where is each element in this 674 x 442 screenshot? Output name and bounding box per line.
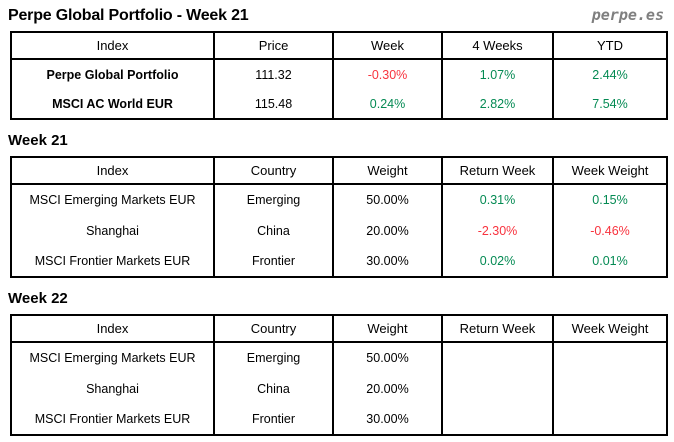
column-header-country: Country bbox=[213, 157, 334, 185]
table-row: MSCI Frontier Markets EUR Frontier 30.00… bbox=[10, 404, 668, 435]
index-cell: MSCI Frontier Markets EUR bbox=[10, 404, 215, 435]
week-weight-cell: 0.01% bbox=[552, 246, 668, 277]
column-header-index: Index bbox=[10, 32, 215, 60]
table-row: Shanghai China 20.00% -2.30% -0.46% bbox=[10, 215, 668, 246]
index-cell: MSCI Emerging Markets EUR bbox=[10, 342, 215, 373]
price-cell: 115.48 bbox=[213, 89, 334, 119]
table-row: MSCI Emerging Markets EUR Emerging 50.00… bbox=[10, 184, 668, 215]
price-cell: 111.32 bbox=[213, 59, 334, 89]
weight-cell: 20.00% bbox=[332, 373, 443, 404]
return-week-cell bbox=[441, 373, 554, 404]
column-header-week-weight: Week Weight bbox=[552, 315, 668, 343]
column-header-weight: Weight bbox=[332, 157, 443, 185]
ytd-cell: 2.44% bbox=[552, 59, 668, 89]
column-header-ytd: YTD bbox=[552, 32, 668, 60]
week-weight-cell bbox=[552, 342, 668, 373]
column-header-return-week: Return Week bbox=[441, 157, 554, 185]
country-cell: China bbox=[213, 215, 334, 246]
section-title-week-22: Week 22 bbox=[8, 290, 68, 307]
four-weeks-cell: 2.82% bbox=[441, 89, 554, 119]
weight-cell: 50.00% bbox=[332, 342, 443, 373]
column-header-price: Price bbox=[213, 32, 334, 60]
four-weeks-cell: 1.07% bbox=[441, 59, 554, 89]
weight-cell: 20.00% bbox=[332, 215, 443, 246]
return-week-cell bbox=[441, 404, 554, 435]
report-header: Perpe Global Portfolio - Week 21 perpe.e… bbox=[8, 6, 664, 25]
return-week-cell: 0.31% bbox=[441, 184, 554, 215]
table-header-row: Index Country Weight Return Week Week We… bbox=[10, 315, 668, 343]
table-header-row: Index Price Week 4 Weeks YTD bbox=[10, 32, 668, 60]
country-cell: Frontier bbox=[213, 404, 334, 435]
page-title: Perpe Global Portfolio - Week 21 bbox=[8, 7, 249, 24]
index-cell: MSCI AC World EUR bbox=[10, 89, 215, 119]
brand-logo: perpe.es bbox=[591, 6, 664, 24]
table-row: Perpe Global Portfolio 111.32 -0.30% 1.0… bbox=[10, 59, 668, 89]
weight-cell: 50.00% bbox=[332, 184, 443, 215]
index-cell: MSCI Emerging Markets EUR bbox=[10, 184, 215, 215]
week-weight-cell bbox=[552, 373, 668, 404]
column-header-weight: Weight bbox=[332, 315, 443, 343]
country-cell: Emerging bbox=[213, 342, 334, 373]
portfolio-summary-table: Index Price Week 4 Weeks YTD Perpe Globa… bbox=[10, 31, 668, 120]
return-week-cell bbox=[441, 342, 554, 373]
week-cell: 0.24% bbox=[332, 89, 443, 119]
table-row: MSCI Frontier Markets EUR Frontier 30.00… bbox=[10, 246, 668, 277]
index-cell: MSCI Frontier Markets EUR bbox=[10, 246, 215, 277]
column-header-4-weeks: 4 Weeks bbox=[441, 32, 554, 60]
column-header-week: Week bbox=[332, 32, 443, 60]
week-cell: -0.30% bbox=[332, 59, 443, 89]
section-title-week-21: Week 21 bbox=[8, 132, 68, 149]
country-cell: China bbox=[213, 373, 334, 404]
index-cell: Perpe Global Portfolio bbox=[10, 59, 215, 89]
return-week-cell: 0.02% bbox=[441, 246, 554, 277]
country-cell: Frontier bbox=[213, 246, 334, 277]
return-week-cell: -2.30% bbox=[441, 215, 554, 246]
column-header-country: Country bbox=[213, 315, 334, 343]
table-row: Shanghai China 20.00% bbox=[10, 373, 668, 404]
column-header-index: Index bbox=[10, 315, 215, 343]
column-header-index: Index bbox=[10, 157, 215, 185]
column-header-week-weight: Week Weight bbox=[552, 157, 668, 185]
country-cell: Emerging bbox=[213, 184, 334, 215]
weight-cell: 30.00% bbox=[332, 404, 443, 435]
week-22-table: Index Country Weight Return Week Week We… bbox=[10, 314, 668, 436]
column-header-return-week: Return Week bbox=[441, 315, 554, 343]
table-row: MSCI Emerging Markets EUR Emerging 50.00… bbox=[10, 342, 668, 373]
index-cell: Shanghai bbox=[10, 215, 215, 246]
week-weight-cell: -0.46% bbox=[552, 215, 668, 246]
index-cell: Shanghai bbox=[10, 373, 215, 404]
weight-cell: 30.00% bbox=[332, 246, 443, 277]
table-header-row: Index Country Weight Return Week Week We… bbox=[10, 157, 668, 185]
ytd-cell: 7.54% bbox=[552, 89, 668, 119]
table-row: MSCI AC World EUR 115.48 0.24% 2.82% 7.5… bbox=[10, 89, 668, 119]
week-weight-cell: 0.15% bbox=[552, 184, 668, 215]
week-weight-cell bbox=[552, 404, 668, 435]
week-21-table: Index Country Weight Return Week Week We… bbox=[10, 156, 668, 278]
